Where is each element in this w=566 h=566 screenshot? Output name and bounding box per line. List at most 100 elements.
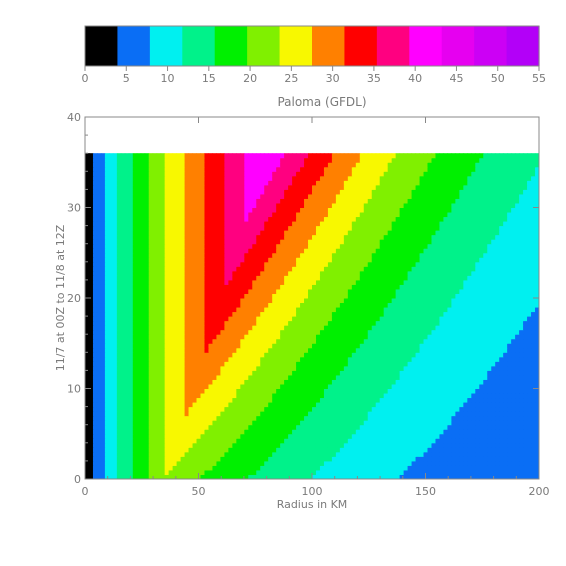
contour-cell (184, 374, 190, 380)
contour-cell (367, 347, 373, 353)
contour-cell (112, 442, 118, 448)
contour-cell (252, 365, 257, 371)
contour-cell (487, 415, 492, 421)
contour-cell (459, 460, 464, 466)
contour-cell (431, 393, 436, 399)
contour-cell (156, 424, 162, 430)
contour-cell (172, 397, 178, 403)
contour-cell (276, 320, 281, 326)
contour-cell (180, 374, 186, 380)
contour-cell (343, 388, 349, 394)
contour-cell (304, 352, 309, 358)
contour-cell (531, 338, 536, 344)
contour-cell (160, 293, 166, 299)
contour-cell (463, 397, 468, 403)
contour-cell (487, 438, 492, 444)
contour-cell (455, 460, 460, 466)
contour-cell (140, 320, 146, 326)
contour-cell (260, 307, 265, 313)
contour-cell (379, 356, 385, 362)
contour-cell (300, 420, 305, 426)
contour-cell (268, 406, 273, 412)
contour-cell (395, 388, 401, 394)
contour-cell (531, 383, 536, 389)
contour-cell (423, 438, 428, 444)
contour-cell (92, 288, 98, 294)
contour-cell (276, 298, 281, 304)
contour-cell (399, 451, 405, 457)
contour-cell (224, 307, 229, 313)
contour-cell (140, 347, 146, 353)
contour-cell (260, 411, 265, 417)
contour-cell (116, 307, 122, 313)
contour-cell (483, 379, 488, 385)
contour-cell (495, 383, 500, 389)
contour-cell (335, 465, 341, 471)
contour-cell (144, 379, 150, 385)
contour-cell (499, 361, 504, 367)
contour-cell (383, 438, 389, 444)
contour-cell (268, 347, 273, 353)
contour-cell (164, 465, 170, 471)
contour-cell (256, 338, 261, 344)
contour-cell (88, 352, 94, 358)
contour-cell (116, 465, 122, 471)
contour-cell (120, 456, 126, 462)
contour-cell (124, 429, 130, 435)
contour-cell (535, 343, 540, 349)
contour-cell (252, 393, 257, 399)
contour-cell (347, 429, 353, 435)
contour-cell (503, 347, 508, 353)
contour-cell (387, 316, 393, 322)
contour-cell (487, 347, 492, 353)
contour-cell (216, 469, 221, 475)
contour-cell (459, 325, 464, 331)
contour-cell (315, 352, 321, 358)
contour-cell (335, 343, 341, 349)
contour-cell (451, 302, 456, 308)
contour-cell (531, 460, 536, 466)
contour-cell (467, 460, 472, 466)
contour-cell (104, 316, 110, 322)
contour-cell (112, 465, 118, 471)
contour-cell (108, 383, 114, 389)
contour-cell (188, 347, 194, 353)
contour-cell (367, 447, 373, 453)
contour-cell (407, 293, 413, 299)
contour-cell (288, 433, 293, 439)
contour-cell (315, 343, 321, 349)
contour-cell (300, 311, 305, 317)
contour-cell (184, 456, 190, 462)
contour-cell (495, 429, 500, 435)
contour-cell (399, 288, 405, 294)
contour-cell (300, 383, 305, 389)
contour-cell (272, 302, 277, 308)
contour-cell (168, 469, 174, 475)
contour-cell (200, 288, 205, 294)
contour-cell (308, 415, 313, 421)
contour-cell (415, 374, 421, 380)
contour-cell (308, 420, 313, 426)
contour-cell (447, 465, 452, 471)
contour-cell (176, 393, 182, 399)
contour-cell (475, 298, 480, 304)
contour-cell (244, 388, 249, 394)
contour-cell (128, 388, 134, 394)
contour-cell (88, 402, 94, 408)
contour-cell (379, 288, 385, 294)
contour-cell (339, 415, 345, 421)
contour-cell (519, 356, 524, 362)
contour-cell (312, 352, 317, 358)
contour-cell (435, 302, 440, 308)
contour-cell (160, 302, 166, 308)
contour-cell (343, 424, 349, 430)
contour-cell (475, 383, 480, 389)
contour-cell (260, 293, 265, 299)
contour-cell (208, 388, 213, 394)
contour-cell (240, 284, 245, 290)
contour-cell (331, 284, 337, 290)
contour-cell (272, 365, 277, 371)
contour-cell (268, 302, 273, 308)
contour-cell (411, 325, 417, 331)
contour-cell (260, 316, 265, 322)
